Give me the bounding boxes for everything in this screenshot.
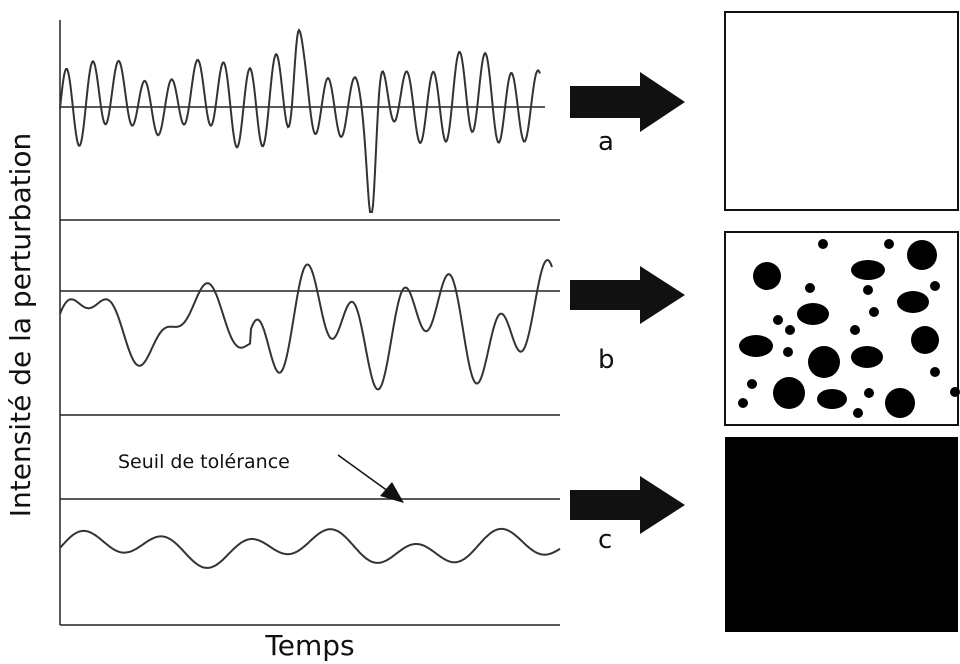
- annotation-arrow: [337, 454, 393, 495]
- shape: [869, 307, 879, 317]
- axes: [59, 20, 560, 626]
- shape: [773, 377, 805, 409]
- shape: [785, 325, 795, 335]
- annotation: Seuil de tolérance: [118, 451, 290, 473]
- shape: [950, 387, 960, 397]
- panel-box: [724, 11, 959, 211]
- panel-box: [725, 437, 958, 632]
- arrow: [570, 476, 685, 534]
- shape: [853, 408, 863, 418]
- shape: [773, 315, 783, 325]
- shape: [783, 347, 793, 357]
- wave-b: [59, 259, 553, 391]
- shape: [851, 346, 883, 368]
- shape: [851, 260, 885, 280]
- shape: [911, 326, 939, 354]
- shape: [797, 303, 829, 325]
- shape: [739, 335, 773, 357]
- shape: [930, 367, 940, 377]
- shape: [753, 262, 781, 290]
- arrows: [570, 72, 685, 534]
- wave-c: [59, 527, 561, 569]
- shape: [884, 239, 894, 249]
- panel-box: [724, 231, 960, 426]
- panel-label: a: [598, 127, 614, 157]
- holes: [738, 239, 960, 418]
- arrow: [570, 266, 685, 324]
- arrow: [570, 72, 685, 132]
- shape: [897, 291, 929, 313]
- shape: [907, 240, 937, 270]
- shape: [805, 283, 815, 293]
- shape: [818, 239, 828, 249]
- wave-a: [59, 28, 541, 213]
- shape: [930, 281, 940, 291]
- shape: [808, 346, 840, 378]
- shape: [885, 388, 915, 418]
- shape: [850, 325, 860, 335]
- shape: [817, 389, 847, 409]
- x-axis-label: Temps: [264, 629, 354, 662]
- y-axis-label: Intensité de la perturbation: [4, 133, 37, 517]
- shape: [864, 388, 874, 398]
- shape: [863, 285, 873, 295]
- shape: [747, 379, 757, 389]
- shape: [738, 398, 748, 408]
- panel-label: c: [598, 525, 612, 555]
- panel-label: b: [598, 345, 615, 375]
- arrowhead: [380, 482, 404, 503]
